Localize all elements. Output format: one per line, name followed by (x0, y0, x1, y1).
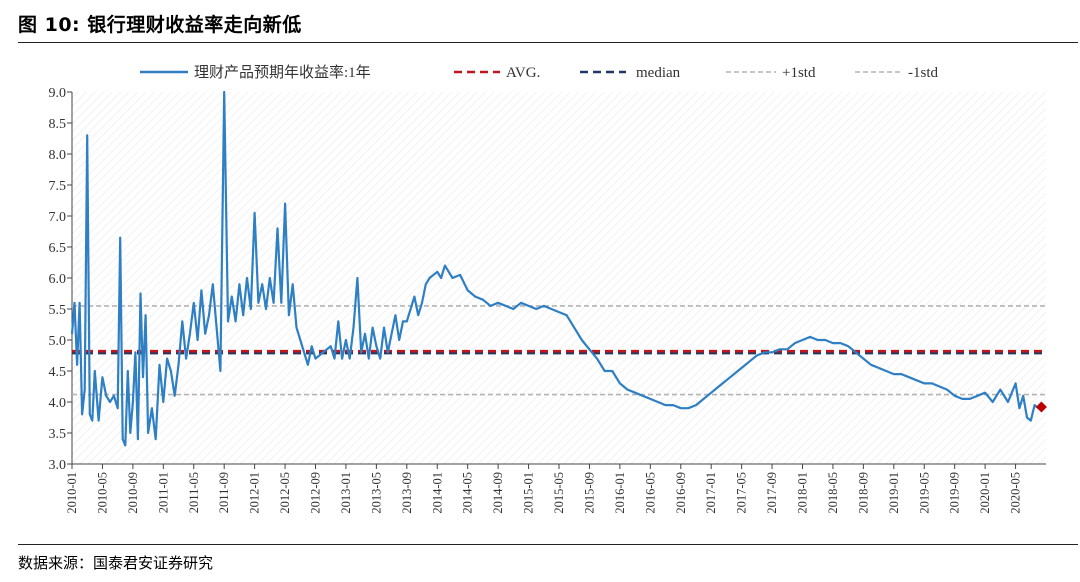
latest-value-marker (1035, 401, 1047, 413)
x-tick-label: 2020-01 (978, 472, 992, 514)
legend-label-4: -1std (908, 65, 939, 81)
y-tick-label: 5.5 (49, 303, 67, 318)
x-tick-label: 2011-09 (217, 472, 231, 513)
x-tick-label: 2012-09 (309, 472, 323, 514)
y-tick-label: 6.5 (49, 241, 67, 256)
x-tick-label: 2017-09 (765, 472, 779, 514)
legend-label-3: +1std (782, 65, 816, 81)
figure-title: 图 10: 银行理财收益率走向新低 (18, 14, 302, 36)
x-tick-label: 2019-05 (917, 472, 931, 514)
x-tick-label: 2015-01 (522, 472, 536, 514)
x-tick-label: 2013-09 (400, 472, 414, 514)
x-tick-label: 2012-01 (248, 472, 262, 514)
x-tick-label: 2019-09 (948, 472, 962, 514)
x-tick-label: 2016-01 (613, 472, 627, 514)
x-tick-label: 2011-01 (156, 472, 170, 513)
x-tick-label: 2015-09 (582, 472, 596, 514)
y-tick-label: 4.0 (49, 396, 67, 411)
y-tick-label: 8.0 (49, 148, 67, 163)
source-note: 数据来源：国泰君安证券研究 (18, 554, 214, 572)
x-tick-label: 2019-01 (887, 472, 901, 514)
y-tick-label: 7.0 (49, 210, 67, 225)
y-tick-label: 6.0 (49, 272, 67, 287)
x-tick-label: 2018-01 (796, 472, 810, 514)
y-tick-label: 3.5 (49, 427, 67, 442)
x-tick-label: 2010-05 (95, 472, 109, 514)
y-tick-label: 8.5 (49, 117, 67, 132)
source-rule (18, 544, 1078, 545)
x-tick-label: 2013-05 (369, 472, 383, 514)
y-tick-label: 4.5 (49, 365, 67, 380)
legend-label-1: AVG. (506, 65, 540, 81)
x-tick-label: 2014-01 (430, 472, 444, 514)
x-tick-label: 2017-01 (704, 472, 718, 514)
y-tick-label: 5.0 (49, 334, 67, 349)
title-rule (18, 42, 1078, 43)
x-tick-label: 2018-05 (826, 472, 840, 514)
series-line-yield (70, 90, 1040, 447)
x-tick-label: 2011-05 (187, 472, 201, 513)
x-tick-label: 2016-05 (643, 472, 657, 514)
x-tick-label: 2020-05 (1009, 472, 1023, 514)
line-chart: 3.0 3.5 4.0 4.5 5.0 5.5 6.0 6.5 7.0 7.5 8.0 8.5 9.0 2… (49, 64, 1047, 514)
x-tick-label: 2015-05 (552, 472, 566, 514)
plot-background (72, 92, 1046, 464)
x-tick-label: 2010-01 (65, 472, 79, 514)
x-tick-label: 2014-05 (461, 472, 475, 514)
x-tick-label: 2018-09 (856, 472, 870, 514)
y-tick-label: 3.0 (49, 458, 67, 473)
x-tick-label: 2012-05 (278, 472, 292, 514)
y-tick-label: 9.0 (49, 86, 67, 101)
x-tick-label: 2014-09 (491, 472, 505, 514)
x-tick-label: 2017-05 (735, 472, 749, 514)
x-tick-label: 2010-09 (126, 472, 140, 514)
x-tick-label: 2016-09 (674, 472, 688, 514)
legend-label-0: 理财产品预期年收益率:1年 (194, 64, 371, 81)
y-tick-label: 7.5 (49, 179, 67, 194)
legend-label-2: median (636, 65, 681, 81)
x-tick-label: 2013-01 (339, 472, 353, 514)
